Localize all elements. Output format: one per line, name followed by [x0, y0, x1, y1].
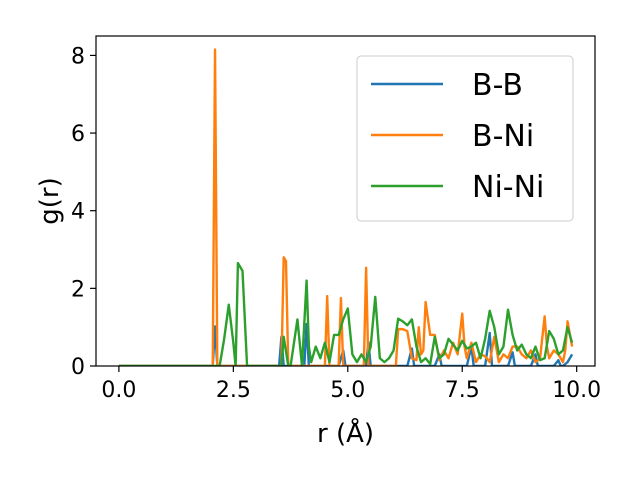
x-tick-label: 0.0 [101, 378, 136, 403]
legend-box [356, 55, 574, 222]
legend: B-B B-Ni Ni-Ni [356, 55, 574, 222]
y-tick-label: 8 [71, 44, 85, 69]
legend-label-2: Ni-Ni [472, 170, 544, 205]
y-tick-label: 4 [71, 200, 85, 225]
series-line-0 [118, 322, 574, 366]
x-tick-label: 7.5 [445, 378, 480, 403]
y-tick-label: 0 [71, 355, 85, 380]
x-tick-label: 10.0 [552, 378, 601, 403]
x-axis-label: r (Å) [317, 417, 374, 449]
y-axis-label: g(r) [35, 177, 65, 224]
y-axis: 0 2 4 6 8 [71, 44, 96, 380]
x-axis: 0.0 2.5 5.0 7.5 10.0 [101, 366, 601, 403]
series-line-2 [118, 261, 574, 366]
plot-frame [95, 35, 596, 367]
legend-label-1: B-Ni [472, 119, 534, 154]
legend-label-0: B-B [472, 68, 523, 103]
x-tick-label: 2.5 [216, 378, 251, 403]
series-line-1 [118, 48, 574, 366]
y-tick-label: 6 [71, 122, 85, 147]
x-tick-label: 5.0 [330, 378, 365, 403]
series-layer [118, 48, 574, 366]
y-tick-label: 2 [71, 277, 85, 302]
